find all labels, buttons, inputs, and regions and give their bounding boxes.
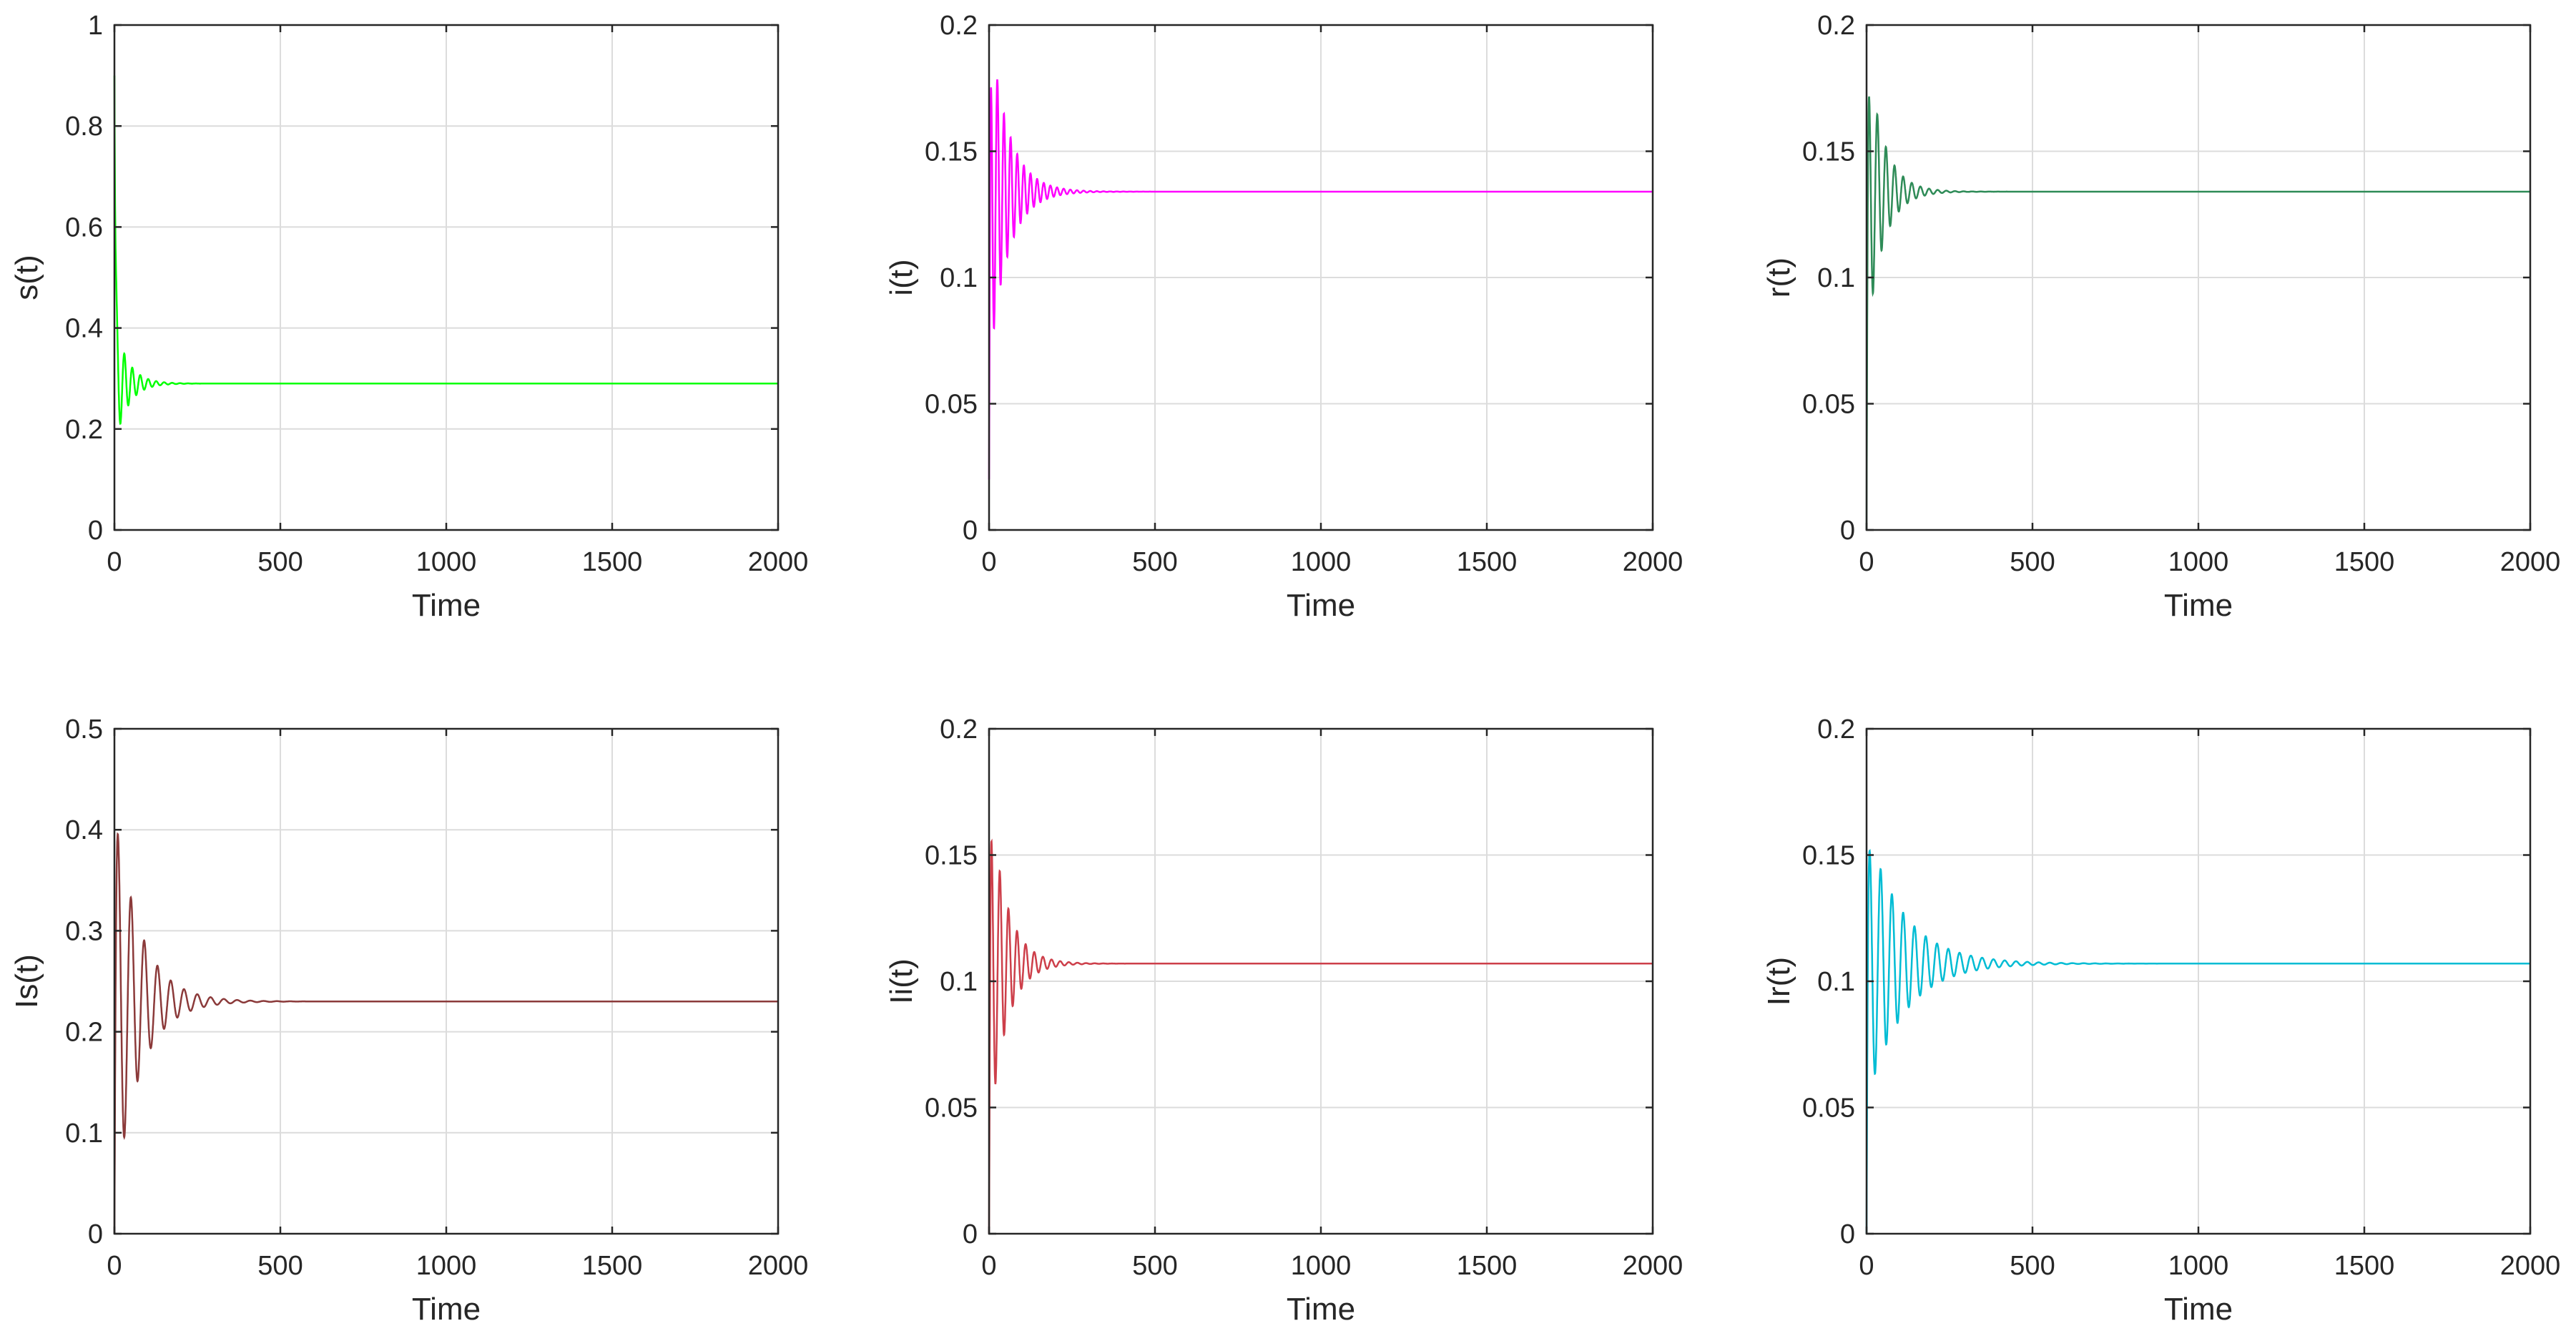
x-tick-label: 1000 xyxy=(2168,1251,2229,1281)
chart-panel-3: 0 500 1000 1500 2000 0 0.05 0.1 0.15 0.2 Time r(t) xyxy=(1761,11,2560,623)
x-tick-label: 1500 xyxy=(1457,547,1518,577)
series-line xyxy=(113,75,778,426)
x-tick-label: 500 xyxy=(2010,1251,2055,1281)
x-tick-label: 2000 xyxy=(1623,547,1683,577)
y-tick-label: 0.6 xyxy=(65,212,103,242)
x-tick-label: 0 xyxy=(981,1251,996,1281)
y-tick-label: 0.1 xyxy=(65,1119,103,1149)
y-tick-label: 0.15 xyxy=(925,137,978,167)
y-tick-label: 0.1 xyxy=(940,967,978,997)
y-tick-label: 0.2 xyxy=(1817,11,1855,41)
x-axis-label: Time xyxy=(1287,1292,1355,1327)
y-axis-label: Ii(t) xyxy=(884,958,919,1004)
y-axis-label: Ir(t) xyxy=(1761,957,1796,1006)
chart-panel-6: 0 500 1000 1500 2000 0 0.05 0.1 0.15 0.2 Time Ir(t) xyxy=(1761,714,2560,1327)
y-tick-label: 0.2 xyxy=(65,415,103,445)
y-tick-label: 0 xyxy=(88,1219,103,1249)
x-axis-label: Time xyxy=(2164,588,2233,623)
y-tick-label: 0 xyxy=(1840,1219,1855,1249)
y-axis-label: i(t) xyxy=(884,259,919,295)
x-tick-label: 2000 xyxy=(2500,1251,2561,1281)
y-tick-label: 0.2 xyxy=(65,1018,103,1048)
y-tick-label: 0.2 xyxy=(940,714,978,745)
x-tick-label: 0 xyxy=(981,547,996,577)
x-tick-label: 1000 xyxy=(2168,547,2229,577)
chart-panel-5: 0 500 1000 1500 2000 0 0.05 0.1 0.15 0.2 Time Ii(t) xyxy=(884,714,1683,1327)
x-axis-label: Time xyxy=(2164,1292,2233,1327)
x-tick-label: 2000 xyxy=(2500,547,2561,577)
x-tick-label: 500 xyxy=(2010,547,2055,577)
x-tick-label: 1500 xyxy=(582,547,643,577)
x-tick-label: 500 xyxy=(1132,547,1177,577)
x-tick-label: 500 xyxy=(1132,1251,1177,1281)
x-tick-label: 500 xyxy=(257,547,303,577)
series-line xyxy=(1865,848,2530,1234)
x-tick-label: 1000 xyxy=(1291,547,1352,577)
y-tick-label: 0.05 xyxy=(1802,1094,1855,1124)
y-tick-label: 0.15 xyxy=(1802,137,1855,167)
series-line xyxy=(988,838,1653,1234)
chart-panel-1: 0 500 1000 1500 2000 0 0.2 0.4 0.6 0.8 1 Time s(t) xyxy=(9,11,808,623)
y-tick-label: 0.15 xyxy=(925,841,978,871)
y-tick-label: 0.3 xyxy=(65,916,103,946)
x-tick-label: 1000 xyxy=(1291,1251,1352,1281)
series-line xyxy=(1865,96,2530,531)
y-tick-label: 0.05 xyxy=(925,1094,978,1124)
y-tick-label: 0.15 xyxy=(1802,841,1855,871)
y-tick-label: 0 xyxy=(1840,516,1855,546)
y-tick-label: 0.1 xyxy=(1817,967,1855,997)
y-axis-label: r(t) xyxy=(1761,257,1796,298)
y-tick-label: 0.05 xyxy=(925,390,978,420)
x-tick-label: 0 xyxy=(107,547,122,577)
y-tick-label: 0.05 xyxy=(1802,390,1855,420)
y-axis-label: s(t) xyxy=(9,255,44,300)
x-tick-label: 1500 xyxy=(2334,547,2395,577)
y-axis-label: Is(t) xyxy=(9,954,44,1008)
y-tick-label: 0.1 xyxy=(940,263,978,293)
series-line xyxy=(988,79,1653,480)
x-tick-label: 1500 xyxy=(2334,1251,2395,1281)
x-tick-label: 2000 xyxy=(748,547,809,577)
x-tick-label: 2000 xyxy=(1623,1251,1683,1281)
y-tick-label: 0.4 xyxy=(65,815,103,845)
x-tick-label: 1500 xyxy=(1457,1251,1518,1281)
x-tick-label: 1000 xyxy=(416,1251,477,1281)
x-tick-label: 0 xyxy=(1859,547,1874,577)
y-tick-label: 0 xyxy=(963,516,978,546)
y-tick-label: 0.4 xyxy=(65,314,103,344)
x-axis-label: Time xyxy=(412,1292,481,1327)
x-tick-label: 500 xyxy=(257,1251,303,1281)
y-tick-label: 0 xyxy=(88,516,103,546)
y-tick-label: 0.2 xyxy=(940,11,978,41)
x-tick-label: 2000 xyxy=(748,1251,809,1281)
chart-panel-4: 0 500 1000 1500 2000 0 0.1 0.2 0.3 0.4 0.5 Time Is(t… xyxy=(9,714,808,1327)
x-axis-label: Time xyxy=(1287,588,1355,623)
y-tick-label: 0.8 xyxy=(65,112,103,142)
series-line xyxy=(113,832,778,1234)
chart-panel-2: 0 500 1000 1500 2000 0 0.05 0.1 0.15 0.2 Time i(t) xyxy=(884,11,1683,623)
y-tick-label: 0.5 xyxy=(65,714,103,745)
x-axis-label: Time xyxy=(412,588,481,623)
y-tick-label: 0 xyxy=(963,1219,978,1249)
y-tick-label: 0.1 xyxy=(1817,263,1855,293)
x-tick-label: 1000 xyxy=(416,547,477,577)
x-tick-label: 0 xyxy=(107,1251,122,1281)
y-tick-label: 0.2 xyxy=(1817,714,1855,745)
x-tick-label: 0 xyxy=(1859,1251,1874,1281)
y-tick-label: 1 xyxy=(88,11,103,41)
x-tick-label: 1500 xyxy=(582,1251,643,1281)
